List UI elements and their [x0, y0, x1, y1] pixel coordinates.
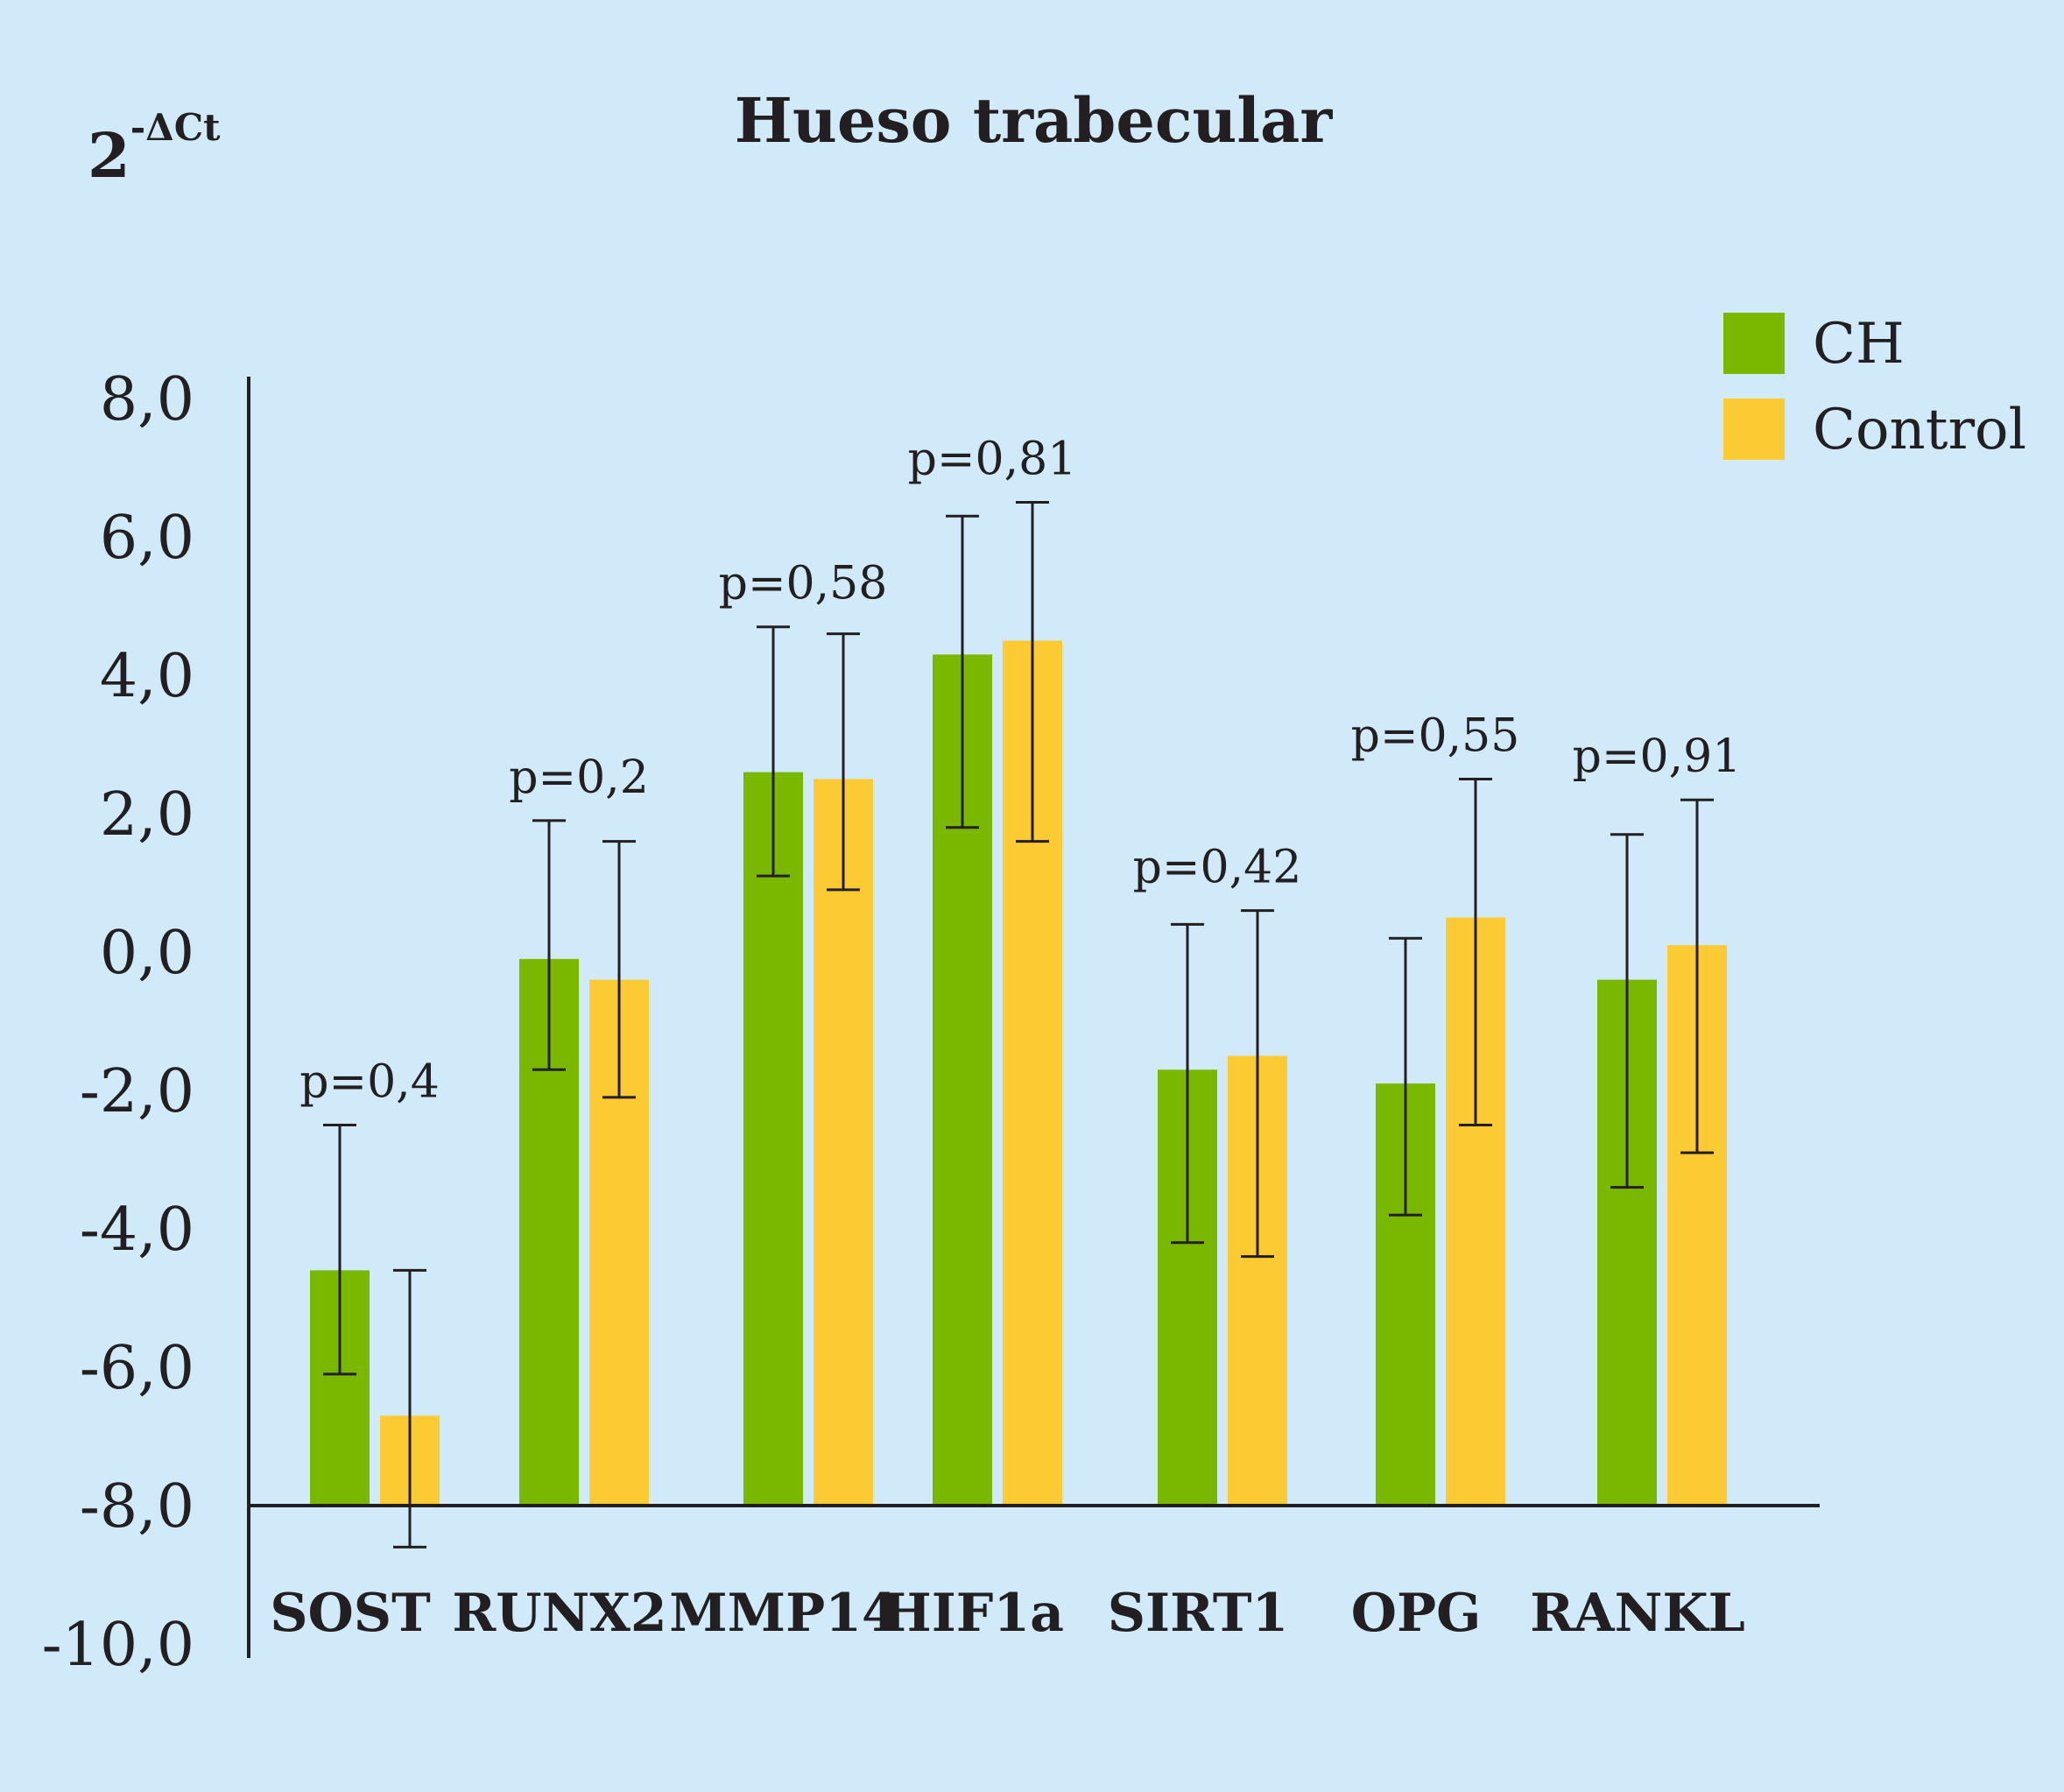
y-tick-labels: 8,0 6,0 4,0 2,0 0,0 -2,0 -4,0 -6,0 -8,0 -10,0 — [42, 365, 194, 1680]
x-tick-label-rankl: RANKL — [1530, 1583, 1745, 1644]
y-tick-label-5: -2,0 — [80, 1057, 194, 1126]
x-tick-label-opg: OPG — [1351, 1583, 1482, 1644]
error-bar-rankl-ch — [1610, 833, 1644, 1189]
error-bar-hif1a-control — [1016, 501, 1049, 843]
p-value-rankl: p=0,91 — [1573, 730, 1742, 783]
error-bars — [323, 501, 1714, 1549]
legend-swatch-control — [1723, 399, 1785, 460]
y-tick-label-0: 8,0 — [100, 365, 194, 434]
bars — [310, 640, 1727, 1506]
p-value-labels: p=0,4 p=0,2 p=0,58 p=0,81 p=0,42 p=0,55 p=0,91 — [299, 434, 1741, 1109]
error-bar-opg-control — [1459, 778, 1492, 1126]
error-bar-runx2-control — [602, 840, 636, 1099]
error-bar-sirt1-control — [1241, 909, 1274, 1259]
legend-label-ch: CH — [1813, 312, 1905, 377]
chart-title: Hueso trabecular — [735, 84, 1334, 157]
legend: CH Control — [1723, 312, 2026, 462]
x-tick-label-runx2: RUNX2 — [452, 1583, 666, 1644]
y-tick-label-9: -10,0 — [42, 1611, 194, 1680]
error-bar-runx2-ch — [532, 819, 566, 1071]
y-axis-label-base: 2 — [88, 119, 130, 192]
x-tick-label-hif1a: HIF1a — [882, 1583, 1064, 1644]
y-tick-label-3: 2,0 — [100, 780, 194, 850]
p-value-runx2: p=0,2 — [509, 751, 649, 804]
y-tick-label-7: -6,0 — [80, 1334, 194, 1403]
bar-mmp14-control — [814, 779, 873, 1506]
error-bar-mmp14-ch — [757, 625, 790, 878]
p-value-hif1a: p=0,81 — [908, 434, 1077, 486]
y-axis-label: 2-ΔCt — [88, 106, 221, 192]
x-tick-label-sirt1: SIRT1 — [1108, 1583, 1289, 1644]
legend-label-control: Control — [1813, 398, 2026, 462]
x-tick-label-sost: SOST — [270, 1583, 431, 1644]
y-tick-label-6: -4,0 — [80, 1196, 194, 1265]
p-value-opg: p=0,55 — [1351, 710, 1520, 763]
error-bar-sost-ch — [323, 1124, 356, 1376]
y-tick-label-1: 6,0 — [100, 504, 194, 573]
y-tick-label-8: -8,0 — [80, 1472, 194, 1542]
error-bar-sirt1-ch — [1171, 922, 1204, 1245]
error-bar-sost-control — [393, 1268, 426, 1549]
y-tick-label-4: 0,0 — [100, 919, 194, 988]
x-tick-label-mmp14: MMP14 — [669, 1583, 898, 1644]
bar-mmp14-ch — [743, 772, 803, 1506]
error-bar-rankl-control — [1680, 798, 1714, 1154]
error-bar-mmp14-control — [827, 632, 860, 892]
error-bar-hif1a-ch — [946, 514, 979, 829]
p-value-sirt1: p=0,42 — [1133, 842, 1302, 894]
error-bar-opg-ch — [1389, 936, 1422, 1217]
p-value-sost: p=0,4 — [299, 1056, 440, 1109]
p-value-mmp14: p=0,58 — [719, 558, 888, 610]
y-tick-label-2: 4,0 — [100, 642, 194, 711]
y-axis-label-superscript: -ΔCt — [130, 106, 221, 149]
legend-swatch-ch — [1723, 313, 1785, 374]
